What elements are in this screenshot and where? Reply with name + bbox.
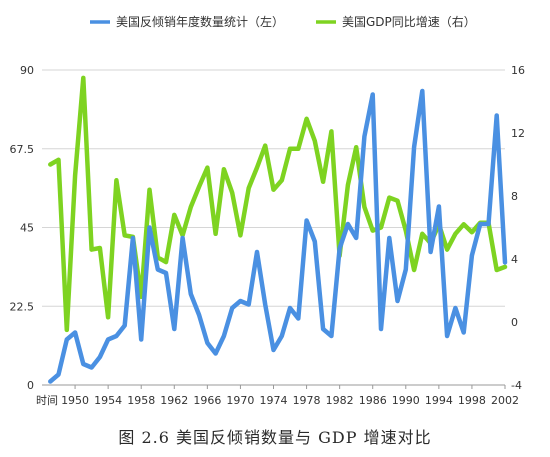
x-tick-label: 2002 (491, 394, 519, 407)
series-layer (48, 75, 508, 384)
x-tick-label: 1954 (94, 394, 122, 407)
x-tick-label: 1950 (61, 394, 89, 407)
x-tick-label: 1990 (392, 394, 420, 407)
x-axis: 1950 1954 1958 1962 1966 1970 1974 1978 1982 1986… (42, 384, 519, 407)
series-line-right (48, 75, 508, 333)
x-tick-label: 1986 (359, 394, 387, 407)
right-y-tick-label: 16 (511, 64, 525, 77)
x-tick-label: 1978 (293, 394, 321, 407)
left-y-tick-label: 22.5 (10, 300, 35, 313)
right-y-tick-label: 12 (511, 127, 525, 140)
legend-label-right-series: 美国GDP同比增速（右） (342, 14, 476, 29)
right-y-tick-label: 8 (511, 190, 518, 203)
x-tick-label: 1962 (160, 394, 188, 407)
x-tick-label: 1958 (127, 394, 155, 407)
left-y-axis: 0 22.5 45 67.5 90 (10, 64, 35, 392)
legend: 美国反倾销年度数量统计（左） 美国GDP同比增速（右） (90, 14, 476, 29)
x-tick-label: 1966 (193, 394, 221, 407)
right-y-tick-label: -4 (511, 379, 522, 392)
left-y-tick-label: 0 (27, 379, 34, 392)
x-tick-label: 1982 (326, 394, 354, 407)
x-tick-label: 1974 (260, 394, 288, 407)
x-axis-title: 时间 (36, 394, 58, 407)
x-tick-label: 1970 (226, 394, 254, 407)
x-tick-label: 1994 (425, 394, 453, 407)
left-y-tick-label: 45 (20, 222, 34, 235)
right-y-tick-label: 0 (511, 316, 518, 329)
right-y-axis: -4 0 4 8 12 16 (511, 64, 525, 392)
right-y-tick-label: 4 (511, 253, 518, 266)
series-line-left (48, 88, 508, 384)
figure-caption: 图 2.6 美国反倾销数量与 GDP 增速对比 (118, 428, 432, 447)
x-tick-label: 1998 (458, 394, 486, 407)
left-y-tick-label: 67.5 (10, 143, 35, 156)
left-y-tick-label: 90 (20, 64, 34, 77)
legend-label-left-series: 美国反倾销年度数量统计（左） (116, 14, 284, 29)
